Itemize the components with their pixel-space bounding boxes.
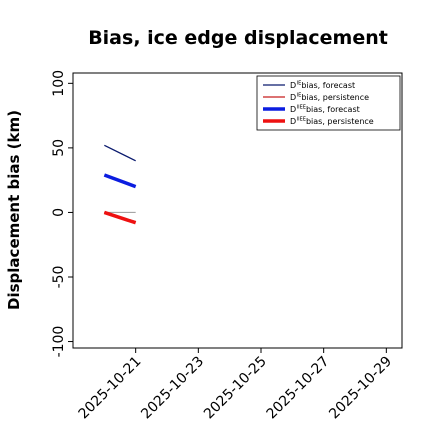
y-tick-label: -100 (51, 326, 67, 358)
series-line-2 (103, 173, 137, 189)
plot-area (72, 72, 403, 349)
y-axis-ticks: 100 50 0 -50 -100 (51, 70, 73, 357)
legend-label-main: D (290, 81, 296, 90)
x-tick-label: 2025-10-29 (326, 354, 395, 423)
legend-label-tail: bias, persistence (306, 117, 374, 126)
y-tick-label: 0 (51, 208, 67, 217)
y-tick-label: 100 (51, 70, 67, 97)
legend-label-sup: IE (297, 81, 302, 87)
series-line-3 (103, 210, 137, 225)
x-tick-label: 2025-10-23 (138, 354, 207, 423)
series-line-0 (104, 144, 136, 162)
chart-title: Bias, ice edge displacement (88, 27, 388, 49)
x-axis-ticks: 2025-10-212025-10-232025-10-252025-10-27… (76, 348, 395, 423)
y-axis-label: Displacement bias (km) (5, 110, 23, 310)
legend-label-tail: bias, forecast (306, 105, 360, 114)
y-tick-label: 50 (51, 139, 67, 157)
legend-label-main: D (290, 117, 296, 126)
legend-label-tail: bias, forecast (301, 81, 355, 90)
x-tick-label: 2025-10-27 (264, 354, 333, 423)
x-tick-label: 2025-10-21 (76, 354, 145, 423)
legend-label-main: D (290, 105, 296, 114)
legend-label-sup: IIEE (297, 117, 306, 123)
legend-label-main: D (290, 93, 296, 102)
y-tick-label: -50 (51, 266, 67, 289)
legend-label-tail: bias, persistence (301, 93, 369, 102)
x-tick-label: 2025-10-25 (201, 354, 270, 423)
legend-label-sup: IIEE (297, 105, 306, 111)
legend-label-sup: IE (297, 93, 302, 99)
series-layer (103, 144, 137, 225)
